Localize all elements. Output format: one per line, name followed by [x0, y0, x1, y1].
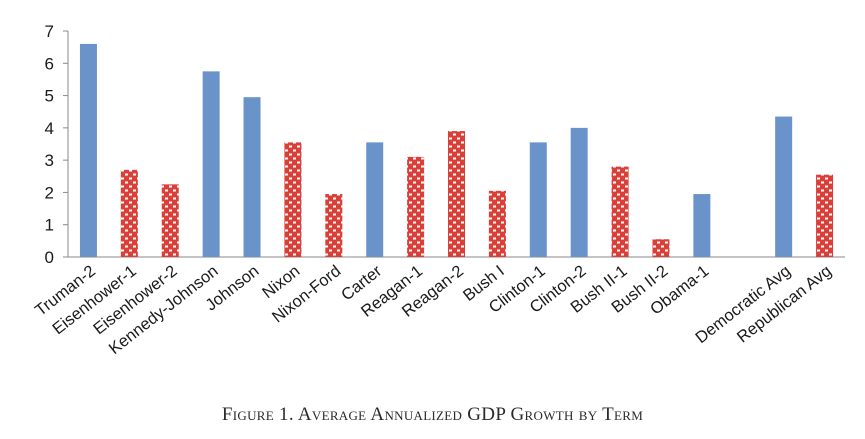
- x-tick-labels: Truman-2Eisenhower-1Eisenhower-2Kennedy-…: [32, 262, 835, 358]
- bar-republican: [448, 131, 465, 257]
- bar-democratic: [529, 142, 547, 257]
- bar-republican: [407, 156, 425, 257]
- y-tick-label: 0: [45, 248, 54, 267]
- y-tick-labels: 0 1 2 3 4 5 6 7: [45, 22, 54, 267]
- bar-democratic: [366, 142, 384, 257]
- y-tick-label: 4: [45, 119, 54, 138]
- bar-republican: [325, 194, 343, 257]
- y-tick-label: 5: [45, 87, 54, 106]
- y-tick-label: 2: [45, 183, 54, 202]
- bar-republican: [120, 169, 138, 257]
- y-tick-label: 6: [45, 54, 54, 73]
- bar-republican: [284, 142, 302, 257]
- y-tick-label: 3: [45, 151, 54, 170]
- bar-chart: 0 1 2 3 4 5 6 7 Truman-2Eisenhower-1Eisenhower-…: [32, 22, 845, 358]
- y-tick-label: 7: [45, 22, 54, 41]
- y-tick-label: 1: [45, 216, 54, 235]
- bar-republican: [161, 184, 179, 257]
- bar-democratic: [693, 194, 711, 257]
- bar-democratic: [79, 43, 97, 257]
- bar-republican: [652, 239, 670, 257]
- bar-democratic: [570, 127, 588, 257]
- bar-republican: [611, 166, 629, 257]
- bar-democratic: [243, 97, 261, 257]
- figure-caption: Figure 1. Average Annualized GDP Growth …: [221, 404, 644, 425]
- bar-democratic: [775, 116, 793, 257]
- bar-democratic: [202, 71, 220, 257]
- bars: [79, 43, 834, 257]
- bar-republican: [488, 190, 506, 257]
- bar-republican: [816, 174, 834, 257]
